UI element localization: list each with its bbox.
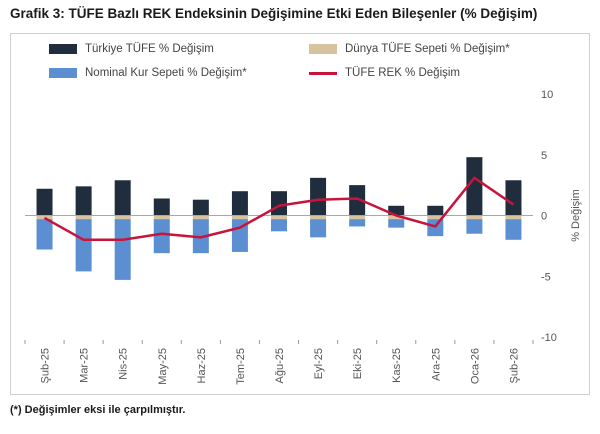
bar-1-2 xyxy=(114,215,131,220)
bar-1-9 xyxy=(388,215,405,220)
ytick-label-2: 0 xyxy=(541,211,547,223)
bar-0-10 xyxy=(427,205,444,216)
bar-1-0 xyxy=(36,215,53,220)
xtick-label-0: Şub-25 xyxy=(40,348,52,383)
xtick-label-5: Tem-25 xyxy=(235,348,247,385)
legend-swatch-dunya xyxy=(309,44,337,54)
bar-1-10 xyxy=(427,215,444,220)
xtick-label-7: Eyl-25 xyxy=(313,348,325,379)
chart-svg: 10 5 0 -5 -10 % Değişim Şub-25 Mar-25 Nis-25 May-… xyxy=(24,89,582,385)
bar-1-1 xyxy=(75,215,92,220)
bar-1-8 xyxy=(349,215,366,220)
bar-0-5 xyxy=(231,191,248,216)
legend-label-dunya: Dünya TÜFE Sepeti % Değişim* xyxy=(345,43,510,55)
bar-2-5 xyxy=(231,219,248,252)
xtick-label-11: Oca-26 xyxy=(469,348,481,384)
legend-label-turkiye: Türkiye TÜFE % Değişim xyxy=(85,43,214,55)
ytick-label-4: -10 xyxy=(541,332,557,344)
bar-2-6 xyxy=(271,219,287,232)
bar-0-7 xyxy=(310,177,327,216)
xtick-label-9: Kas-25 xyxy=(391,348,403,383)
xtick-label-6: Ağu-25 xyxy=(274,348,286,383)
bar-2-12 xyxy=(505,219,522,240)
bar-0-0 xyxy=(36,188,53,216)
bar-1-5 xyxy=(231,215,248,220)
ytick-label-3: -5 xyxy=(541,271,551,283)
legend-turkiye: Türkiye TÜFE % Değişim xyxy=(49,43,214,55)
footnote: (*) Değişimler eksi ile çarpılmıştır. xyxy=(10,404,186,416)
bar-2-1 xyxy=(75,219,92,272)
xtick-label-12: Şub-26 xyxy=(508,348,520,383)
bar-0-1 xyxy=(75,186,92,216)
xtick-label-1: Mar-25 xyxy=(79,348,91,383)
legend-label-kur: Nominal Kur Sepeti % Değişim* xyxy=(85,67,247,79)
xtick-label-10: Ara-25 xyxy=(430,348,442,381)
bar-0-11 xyxy=(466,157,483,216)
bar-0-3 xyxy=(153,198,170,216)
bar-1-6 xyxy=(271,215,287,220)
chart-frame: 10 5 0 -5 -10 % Değişim Şub-25 Mar-25 Nis-25 May-… xyxy=(10,33,590,395)
bar-2-3 xyxy=(153,219,170,254)
bar-2-2 xyxy=(114,219,131,280)
legend-kur: Nominal Kur Sepeti % Değişim* xyxy=(49,67,247,79)
bar-1-3 xyxy=(153,215,170,220)
legend-swatch-rek xyxy=(309,71,337,75)
legend-swatch-kur xyxy=(49,68,77,78)
ytick-label-0: 10 xyxy=(541,89,553,101)
bar-2-9 xyxy=(388,219,405,228)
bar-2-11 xyxy=(466,219,483,234)
legend-swatch-turkiye xyxy=(49,44,77,54)
bar-2-7 xyxy=(310,219,327,238)
xtick-label-4: Haz-25 xyxy=(196,348,208,383)
xtick-label-2: Nis-25 xyxy=(118,348,130,380)
bar-0-9 xyxy=(388,205,405,216)
bar-0-6 xyxy=(271,191,287,216)
bar-1-7 xyxy=(310,215,327,220)
bar-1-4 xyxy=(192,215,209,220)
legend-label-rek: TÜFE REK % Değişim xyxy=(345,67,461,79)
xtick-label-8: Eki-25 xyxy=(352,348,364,379)
bar-0-2 xyxy=(114,180,131,216)
bar-1-12 xyxy=(505,215,522,220)
bar-2-0 xyxy=(36,219,53,250)
legend-dunya: Dünya TÜFE Sepeti % Değişim* xyxy=(309,43,510,55)
bar-0-4 xyxy=(192,199,209,216)
bar-2-8 xyxy=(349,219,366,227)
chart-title: Grafik 3: TÜFE Bazlı REK Endeksinin Deği… xyxy=(10,6,538,21)
bar-0-12 xyxy=(505,180,522,216)
ytick-label-1: 5 xyxy=(541,150,547,162)
xtick-label-3: May-25 xyxy=(157,348,169,385)
y-axis-label: % Değişim xyxy=(570,189,582,242)
bar-1-11 xyxy=(466,215,483,220)
bar-0-8 xyxy=(349,185,366,216)
legend-rek: TÜFE REK % Değişim xyxy=(309,67,460,79)
